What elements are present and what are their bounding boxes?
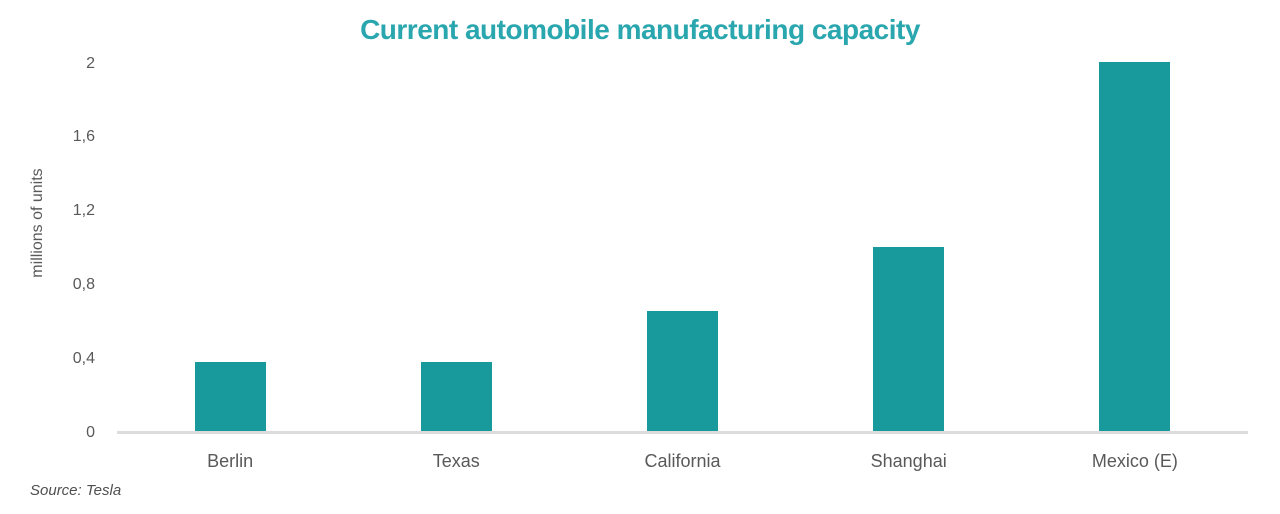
y-tick-label: 0	[86, 423, 95, 441]
plot-area	[117, 62, 1248, 434]
y-tick-label: 2	[86, 54, 95, 72]
bar-berlin	[194, 361, 266, 431]
x-category-label: Texas	[432, 451, 480, 471]
y-tick-label: 1,6	[72, 128, 95, 146]
source-note: Source: Tesla	[30, 482, 122, 499]
x-category-label: Shanghai	[870, 451, 947, 471]
x-category-label: California	[644, 451, 721, 471]
y-tick-label: 0,8	[72, 275, 95, 293]
x-category-label: Mexico (E)	[1091, 451, 1178, 471]
chart-title: Current automobile manufacturing capacit…	[360, 14, 920, 45]
bar-shanghai	[873, 246, 945, 431]
bar-mexico-e	[1099, 62, 1171, 431]
bar-california	[647, 311, 718, 431]
x-category-label: Berlin	[207, 451, 254, 471]
y-tick-label: 0,4	[72, 349, 95, 367]
y-tick-label: 1,2	[72, 202, 95, 220]
x-axis-line	[117, 431, 1248, 434]
bar-texas	[420, 361, 492, 431]
